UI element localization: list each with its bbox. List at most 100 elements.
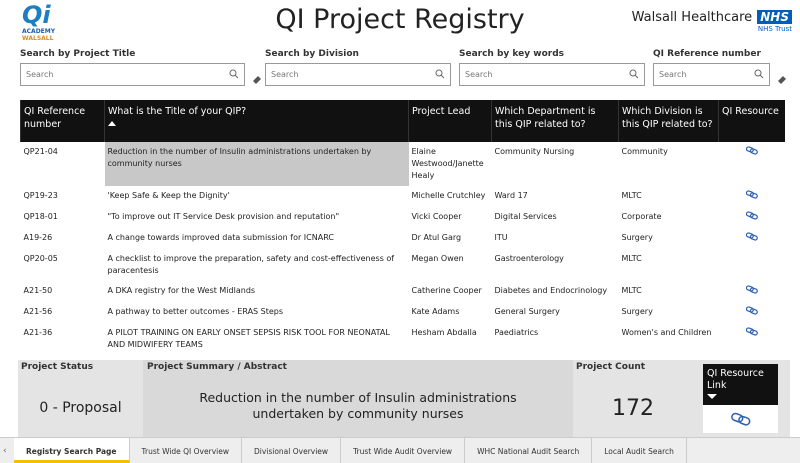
- search-box[interactable]: Search: [20, 63, 245, 86]
- clear-button[interactable]: [252, 70, 262, 89]
- search-box[interactable]: Search: [653, 63, 770, 86]
- status-value: 0 - Proposal: [39, 400, 122, 416]
- table-row[interactable]: QP21-04 Reduction in the number of Insuli…: [21, 142, 786, 186]
- header-text: QI Reference number: [24, 106, 86, 130]
- cell-lead: Michelle Crutchley: [411, 191, 486, 200]
- brand-trust: NHS Trust: [757, 25, 792, 33]
- cell-ref: QP18-01: [23, 212, 58, 221]
- column-header[interactable]: Project Lead: [408, 100, 492, 142]
- table-row[interactable]: QP19-23 'Keep Safe & Keep the Dignity' Mic…: [21, 186, 786, 207]
- cell-lead: Megan Owen: [411, 254, 464, 263]
- count-value: 172: [612, 396, 654, 421]
- page-title: QI Project Registry: [275, 4, 525, 35]
- tab[interactable]: Trust Wide QI Overview: [130, 438, 242, 463]
- tab[interactable]: WHC National Audit Search: [465, 438, 593, 463]
- cell-department: Diabetes and Endocrinology: [494, 286, 608, 295]
- column-header[interactable]: What is the Title of your QIP?: [104, 100, 409, 142]
- cell-lead: Dr Atul Garg: [411, 233, 462, 242]
- cell-resource[interactable]: [719, 186, 786, 207]
- cell-resource[interactable]: [719, 323, 786, 355]
- cell-division: Community: [621, 147, 668, 156]
- cell-department: Community Nursing: [494, 147, 575, 156]
- cell-resource[interactable]: [719, 249, 786, 281]
- search-placeholder: Search: [659, 70, 687, 79]
- registry-table: QI Reference number What is the Title of …: [20, 100, 785, 358]
- cell-division: Corporate: [621, 212, 662, 221]
- cell-title: Reduction in the number of Insulin admin…: [104, 142, 409, 186]
- cell-department: Gastroenterology: [494, 254, 564, 263]
- brand-name: Walsall Healthcare: [631, 10, 753, 25]
- cell-lead: Elaine Westwood/Janette Healy: [411, 147, 484, 180]
- cell-lead: Catherine Cooper: [411, 286, 482, 295]
- summary-panel: Project Status 0 - Proposal Project Summ…: [18, 360, 790, 437]
- resource-link[interactable]: [703, 405, 778, 433]
- magnifier: [754, 69, 764, 79]
- cell-division: Surgery: [621, 307, 653, 316]
- search-box[interactable]: Search: [459, 63, 645, 86]
- brand: Walsall Healthcare NHS NHS Trust: [632, 6, 792, 33]
- cell-ref: A21-56: [23, 307, 53, 316]
- search-label: Search by Project Title: [20, 49, 136, 59]
- column-header[interactable]: QI Reference number: [20, 100, 105, 142]
- cell-division: MLTC: [619, 355, 719, 358]
- cell-lead: Vicki Cooper: [411, 212, 462, 221]
- logo: Qi ACADEMY WALSALL: [22, 2, 66, 42]
- cell-title: A change towards improved data submissio…: [107, 233, 334, 242]
- table-row[interactable]: QP18-01 "To improve out IT Service Desk p…: [21, 207, 786, 228]
- table-row[interactable]: A21-50 A DKA registry for the West Midlan…: [21, 281, 786, 302]
- dropdown-arrow: [707, 394, 717, 399]
- search-box[interactable]: Search: [265, 63, 451, 86]
- cell-resource[interactable]: [719, 228, 786, 249]
- cell-title: A checklist to improve the preparation, …: [107, 254, 395, 275]
- table-row[interactable]: A19-26 A change towards improved data sub…: [21, 228, 786, 249]
- cell-resource[interactable]: [719, 142, 786, 186]
- tab[interactable]: Divisional Overview: [242, 438, 342, 463]
- cell-resource[interactable]: [719, 207, 786, 228]
- cell-title: A pathway to better outcomes - ERAS Step…: [107, 307, 284, 316]
- cell-ref: QP20-05: [23, 254, 58, 263]
- cell-division: MLTC: [621, 254, 642, 263]
- resource-header: QI Resource Link: [703, 364, 778, 405]
- cell-division: MLTC: [621, 191, 642, 200]
- search-label: QI Reference number: [653, 49, 761, 59]
- cell-department: Elderly Care: [492, 355, 619, 358]
- magnifier: [629, 69, 639, 79]
- link-icon: [745, 285, 758, 294]
- tab[interactable]: Registry Search Page: [14, 438, 130, 463]
- eraser-icon: [253, 76, 261, 84]
- column-header[interactable]: Which Division is this QIP related to?: [618, 100, 719, 142]
- cell-resource[interactable]: [719, 281, 786, 302]
- table-row[interactable]: A21-56 A pathway to better outcomes - ERA…: [21, 302, 786, 323]
- table-row[interactable]: QP20-05 A checklist to improve the prepar…: [21, 249, 786, 281]
- column-header[interactable]: QI Resource: [718, 100, 785, 142]
- cell-ref: A21-36: [23, 328, 53, 337]
- tab[interactable]: Local Audit Search: [592, 438, 687, 463]
- header-text: QI Resource: [722, 106, 779, 117]
- cell-title: A qualitative Assessment of ReSPECT form…: [105, 355, 409, 358]
- resource-label: QI Resource Link: [707, 368, 764, 391]
- magnifier: [435, 69, 445, 79]
- tab[interactable]: Trust Wide Audit Overview: [341, 438, 466, 463]
- brand-badge: NHS: [757, 10, 792, 24]
- cell-department: General Surgery: [494, 307, 560, 316]
- table-row[interactable]: A21-39A qualitative Assessment of ReSPEC…: [21, 355, 786, 358]
- column-header[interactable]: Which Department is this QIP related to?: [491, 100, 619, 142]
- search-placeholder: Search: [26, 70, 54, 79]
- cell-ref: A19-26: [23, 233, 53, 242]
- cell-resource[interactable]: [719, 355, 786, 358]
- clear-button[interactable]: [777, 70, 787, 89]
- header-row: QI Reference number What is the Title of …: [20, 100, 785, 142]
- link-icon: [745, 327, 758, 336]
- status-label: Project Status: [21, 362, 94, 372]
- abstract-value: Reduction in the number of Insulin admin…: [199, 390, 517, 421]
- logo-line: ACADEMY: [22, 28, 56, 35]
- logo-mark: Qi: [22, 1, 51, 29]
- header-text: Which Division is this QIP related to?: [622, 106, 713, 130]
- search-icon: [435, 69, 445, 81]
- eraser-icon: [778, 76, 786, 84]
- table-row[interactable]: A21-36 A PILOT TRAINING ON EARLY ONSET SE…: [21, 323, 786, 355]
- tab-scroll[interactable]: ‹: [3, 446, 7, 456]
- cell-resource[interactable]: [719, 302, 786, 323]
- cell-ref: QP19-23: [23, 191, 58, 200]
- search-label: Search by key words: [459, 49, 564, 59]
